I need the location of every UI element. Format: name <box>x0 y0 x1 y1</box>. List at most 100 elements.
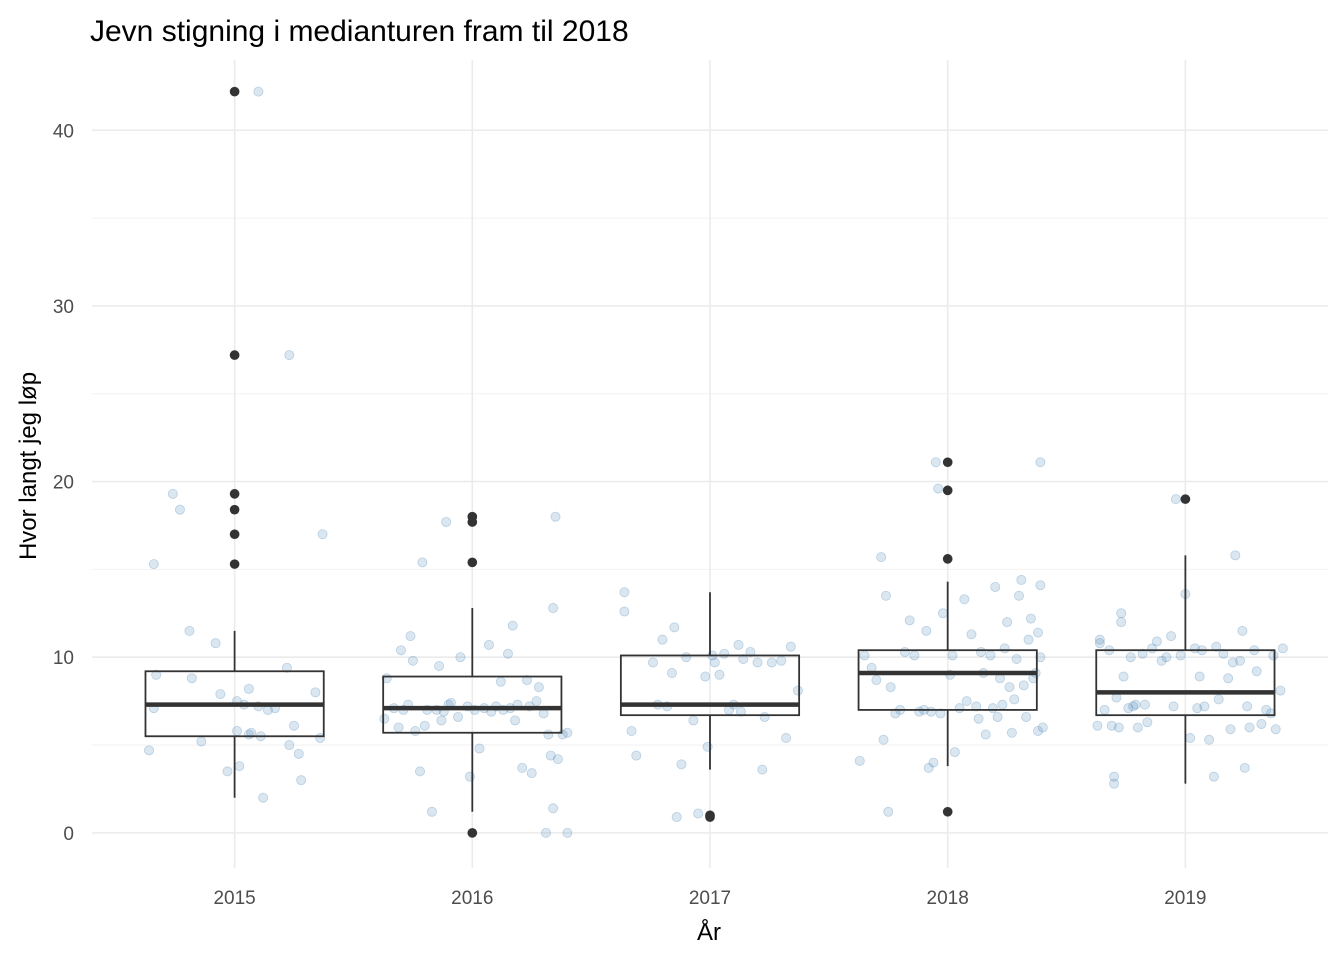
jitter-point <box>666 668 677 679</box>
jitter-point <box>284 350 295 361</box>
jitter-point <box>455 652 466 663</box>
jitter-point <box>1227 657 1238 668</box>
x-tick-label: 2019 <box>1164 888 1206 909</box>
jitter-point <box>883 806 894 817</box>
jitter-point <box>937 608 948 619</box>
jitter-point <box>1270 724 1281 735</box>
jitter-point <box>930 457 941 468</box>
jitter-point <box>1109 778 1120 789</box>
y-tick-label: 0 <box>63 824 74 845</box>
jitter-point <box>405 631 416 642</box>
x-tick-label: 2016 <box>451 888 493 909</box>
y-tick-label: 10 <box>53 648 74 669</box>
jitter-point <box>234 761 245 772</box>
jitter-point <box>647 657 658 668</box>
jitter-point <box>735 706 746 717</box>
jitter-point <box>1275 685 1286 696</box>
jitter-point <box>745 646 756 657</box>
jitter-point <box>174 504 185 515</box>
jitter-point <box>693 808 704 819</box>
jitter-point <box>1223 673 1234 684</box>
jitter-point <box>766 657 777 668</box>
jitter-point <box>1006 727 1017 738</box>
jitter-point <box>1251 666 1262 677</box>
jitter-point <box>1166 631 1177 642</box>
jitter-point <box>1128 701 1139 712</box>
jitter-point <box>1125 652 1136 663</box>
jitter-point <box>1116 617 1127 628</box>
jitter-point <box>293 748 304 759</box>
jitter-point <box>258 792 269 803</box>
jitter-point <box>540 827 551 838</box>
jitter-point <box>1244 722 1255 733</box>
box <box>619 654 801 717</box>
x-tick-label: 2018 <box>927 888 969 909</box>
jitter-point <box>1235 655 1246 666</box>
jitter-point <box>959 594 970 605</box>
jitter-point <box>417 557 428 568</box>
jitter-point <box>521 675 532 686</box>
jitter-point <box>1170 494 1181 505</box>
jitter-point <box>167 488 178 499</box>
jitter-point <box>310 687 321 698</box>
jitter-point <box>1192 703 1203 714</box>
jitter-point <box>1225 724 1236 735</box>
jitter-point <box>317 529 328 540</box>
jitter-point <box>1035 457 1046 468</box>
jitter-point <box>1230 550 1241 561</box>
jitter-point <box>1094 634 1105 645</box>
jitter-point <box>1239 762 1250 773</box>
jitter-point <box>483 639 494 650</box>
jitter-point <box>961 696 972 707</box>
jitter-point <box>1011 653 1022 664</box>
jitter-point <box>1016 574 1027 585</box>
outlier-point <box>229 489 240 499</box>
jitter-point <box>885 682 896 693</box>
jitter-point <box>1142 717 1153 728</box>
jitter-point <box>548 803 559 814</box>
jitter-point <box>933 483 944 494</box>
jitter-point <box>688 715 699 726</box>
jitter-points <box>144 86 1288 838</box>
jitter-point <box>1113 722 1124 733</box>
x-tick-label: 2017 <box>689 888 731 909</box>
jitter-point <box>990 581 1001 592</box>
outlier-point <box>467 557 478 568</box>
jitter-point <box>246 727 257 738</box>
jitter-point <box>148 559 159 570</box>
jitter-point <box>144 745 155 756</box>
jitter-point <box>1199 701 1210 712</box>
jitter-point <box>1116 608 1127 619</box>
jitter-point <box>904 615 915 626</box>
jitter-point <box>752 657 763 668</box>
jitter-point <box>1033 725 1044 736</box>
jitter-point <box>921 625 932 636</box>
jitter-point <box>434 661 445 672</box>
jitter-point <box>379 713 390 724</box>
jitter-point <box>1161 652 1172 663</box>
outlier-point <box>467 517 478 527</box>
jitter-point <box>619 606 630 617</box>
chart-title: Jevn stigning i medianturen fram til 201… <box>90 15 629 48</box>
jitter-point <box>1023 634 1034 645</box>
jitter-point <box>562 727 573 738</box>
jitter-point <box>281 662 292 673</box>
jitter-point <box>709 657 720 668</box>
jitter-point <box>395 645 406 656</box>
jitter-point <box>453 711 464 722</box>
jitter-point <box>186 673 197 684</box>
jitter-point <box>1194 671 1205 682</box>
jitter-point <box>971 701 982 712</box>
jitter-point <box>1092 720 1103 731</box>
jitter-point <box>935 708 946 719</box>
jitter-point <box>1033 627 1044 638</box>
y-axis-tick-labels: 0 10 20 30 40 <box>53 121 74 845</box>
jitter-point <box>1242 701 1253 712</box>
box <box>857 649 1038 711</box>
jitter-point <box>1211 641 1222 652</box>
y-tick-label: 30 <box>53 297 74 318</box>
jitter-point <box>1204 734 1215 745</box>
jitter-point <box>474 743 485 754</box>
jitter-point <box>517 762 528 773</box>
jitter-point <box>992 711 1003 722</box>
